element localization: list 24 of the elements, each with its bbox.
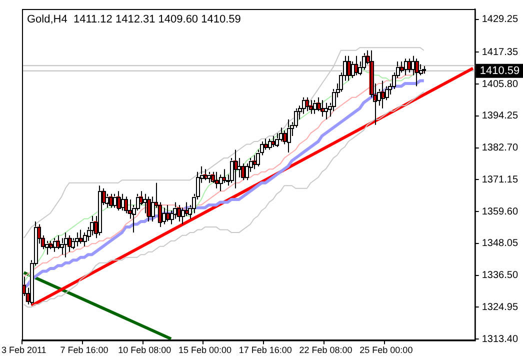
x-tick-label: 10 Feb 08:00: [118, 345, 172, 356]
y-tick-label: 1429.25: [482, 14, 518, 26]
x-tick-label: 3 Feb 2011: [1, 345, 46, 356]
y-tick-label: 1405.80: [482, 78, 518, 90]
y-tick-label: 1359.60: [482, 206, 518, 218]
x-tick-label: 22 Feb 08:00: [299, 345, 352, 356]
y-tick-label: 1336.50: [482, 270, 518, 282]
y-tick-label: 1313.40: [482, 334, 518, 345]
candlestick: [124, 196, 128, 214]
y-tick-label: 1348.05: [482, 238, 518, 250]
y-tick-label: 1324.95: [482, 302, 518, 313]
candlestick: [354, 55, 358, 76]
x-tick-label: 15 Feb 00:00: [178, 345, 232, 356]
y-tick-label: 1417.35: [482, 46, 518, 58]
x-tick-label: 7 Feb 16:00: [60, 345, 108, 356]
candlestick: [271, 135, 275, 148]
y-tick-label: 1382.70: [482, 142, 518, 154]
chart-title: Gold,H4 1411.12 1412.31 1409.60 1410.59: [27, 14, 241, 26]
y-tick-label: 1394.25: [482, 110, 518, 122]
x-tick-label: 17 Feb 16:00: [238, 345, 292, 356]
x-tick-label: 25 Feb 00:00: [360, 345, 413, 356]
ref-line-label: 1410.59: [480, 64, 520, 77]
y-tick-label: 1371.15: [482, 174, 518, 186]
candlestick: [406, 58, 411, 73]
